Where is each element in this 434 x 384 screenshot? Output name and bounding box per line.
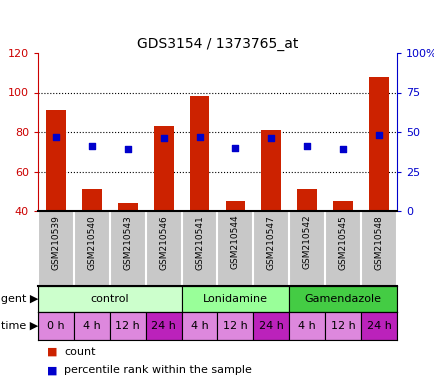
Text: Lonidamine: Lonidamine <box>203 294 267 304</box>
Bar <box>145 312 181 340</box>
Point <box>339 146 346 152</box>
Point <box>124 146 131 152</box>
Text: GSM210541: GSM210541 <box>194 215 204 270</box>
Text: time ▶: time ▶ <box>1 321 38 331</box>
Text: 24 h: 24 h <box>258 321 283 331</box>
Text: ■: ■ <box>46 365 57 375</box>
Text: Gamendazole: Gamendazole <box>304 294 381 304</box>
Bar <box>38 312 74 340</box>
Point <box>231 145 238 151</box>
Point <box>303 143 310 149</box>
Point <box>375 132 381 138</box>
Text: 12 h: 12 h <box>115 321 140 331</box>
Bar <box>225 201 245 211</box>
Point <box>196 134 203 140</box>
Text: GSM210548: GSM210548 <box>374 215 383 270</box>
Text: percentile rank within the sample: percentile rank within the sample <box>64 365 251 375</box>
Bar <box>368 77 388 211</box>
Text: count: count <box>64 347 95 357</box>
Text: 24 h: 24 h <box>366 321 391 331</box>
Text: control: control <box>90 294 129 304</box>
Bar <box>217 312 253 340</box>
Text: 24 h: 24 h <box>151 321 176 331</box>
Bar <box>360 312 396 340</box>
Bar <box>325 312 360 340</box>
Bar <box>289 286 396 312</box>
Text: GSM210546: GSM210546 <box>159 215 168 270</box>
Text: 12 h: 12 h <box>330 321 355 331</box>
Point <box>160 135 167 141</box>
Bar <box>82 189 102 211</box>
Text: GSM210542: GSM210542 <box>302 215 311 269</box>
Bar <box>109 312 145 340</box>
Text: GSM210539: GSM210539 <box>51 215 60 270</box>
Text: 4 h: 4 h <box>83 321 101 331</box>
Bar <box>189 96 209 211</box>
Title: GDS3154 / 1373765_at: GDS3154 / 1373765_at <box>137 36 297 51</box>
Bar <box>74 312 109 340</box>
Bar <box>38 286 181 312</box>
Point <box>53 134 59 140</box>
Bar <box>261 130 280 211</box>
Text: 12 h: 12 h <box>223 321 247 331</box>
Bar <box>154 126 173 211</box>
Text: GSM210544: GSM210544 <box>230 215 240 269</box>
Text: GSM210545: GSM210545 <box>338 215 347 270</box>
Bar <box>181 312 217 340</box>
Bar <box>332 201 352 211</box>
Bar <box>46 110 66 211</box>
Text: ■: ■ <box>46 347 57 357</box>
Bar <box>289 312 325 340</box>
Text: agent ▶: agent ▶ <box>0 294 38 304</box>
Bar <box>253 312 289 340</box>
Bar <box>181 286 289 312</box>
Bar <box>297 189 316 211</box>
Bar <box>118 203 137 211</box>
Point <box>267 135 274 141</box>
Text: GSM210543: GSM210543 <box>123 215 132 270</box>
Text: GSM210547: GSM210547 <box>266 215 275 270</box>
Text: GSM210540: GSM210540 <box>87 215 96 270</box>
Point <box>88 143 95 149</box>
Text: 4 h: 4 h <box>190 321 208 331</box>
Text: 0 h: 0 h <box>47 321 65 331</box>
Text: 4 h: 4 h <box>298 321 316 331</box>
